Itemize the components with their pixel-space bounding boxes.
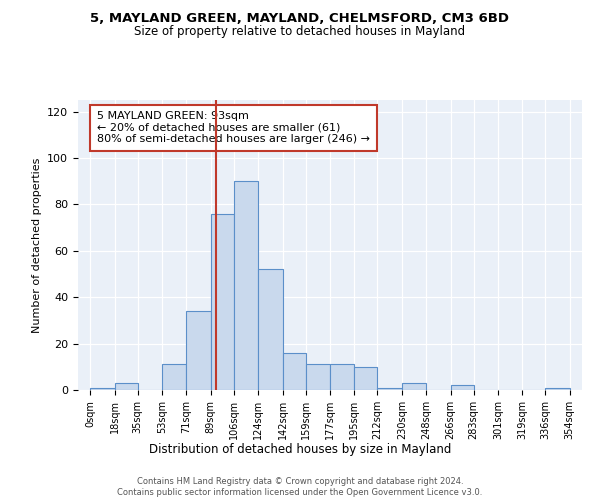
Y-axis label: Number of detached properties: Number of detached properties [32, 158, 41, 332]
Bar [115, 383, 137, 390]
Bar [234, 181, 258, 390]
Text: 5 MAYLAND GREEN: 93sqm
← 20% of detached houses are smaller (61)
80% of semi-det: 5 MAYLAND GREEN: 93sqm ← 20% of detached… [97, 111, 370, 144]
Text: Size of property relative to detached houses in Mayland: Size of property relative to detached ho… [134, 25, 466, 38]
Bar [330, 364, 355, 390]
Text: Distribution of detached houses by size in Mayland: Distribution of detached houses by size … [149, 442, 451, 456]
Bar [90, 388, 115, 390]
Text: 5, MAYLAND GREEN, MAYLAND, CHELMSFORD, CM3 6BD: 5, MAYLAND GREEN, MAYLAND, CHELMSFORD, C… [91, 12, 509, 26]
Bar [305, 364, 330, 390]
Bar [451, 386, 473, 390]
Bar [283, 353, 305, 390]
Bar [162, 364, 187, 390]
Bar [377, 388, 402, 390]
Bar [211, 214, 234, 390]
Bar [545, 388, 570, 390]
Text: Contains HM Land Registry data © Crown copyright and database right 2024.
Contai: Contains HM Land Registry data © Crown c… [118, 478, 482, 497]
Bar [402, 383, 426, 390]
Bar [258, 270, 283, 390]
Bar [355, 367, 377, 390]
Bar [187, 311, 211, 390]
